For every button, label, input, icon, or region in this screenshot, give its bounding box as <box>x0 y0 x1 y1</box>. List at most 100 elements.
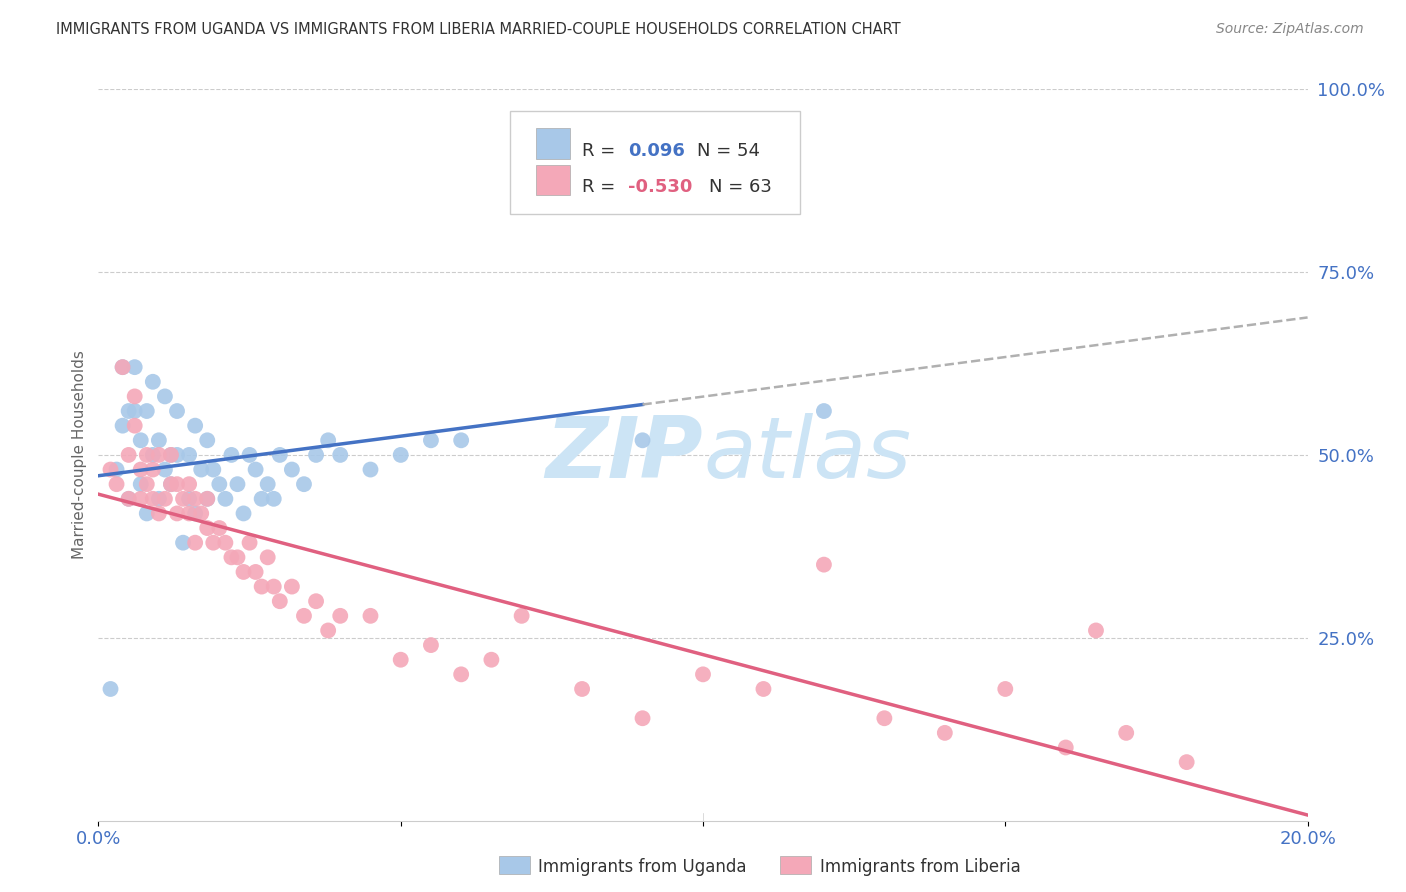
Text: ZIP: ZIP <box>546 413 703 497</box>
Point <box>195 521 218 535</box>
Point <box>184 418 207 433</box>
Point <box>221 448 243 462</box>
Point <box>250 491 273 506</box>
Point <box>179 507 201 521</box>
Point <box>105 477 128 491</box>
Point <box>135 477 157 491</box>
Point <box>100 681 122 696</box>
Point <box>1175 755 1198 769</box>
Point <box>124 404 146 418</box>
Point <box>263 580 285 594</box>
Point <box>292 608 315 623</box>
Point <box>129 477 152 491</box>
Point <box>510 608 533 623</box>
Point <box>195 434 218 448</box>
Point <box>420 434 443 448</box>
Point <box>450 667 472 681</box>
Point <box>118 448 141 462</box>
Point <box>389 653 412 667</box>
Point <box>214 491 236 506</box>
Point <box>118 491 141 506</box>
Point <box>256 477 278 491</box>
Text: 0.096: 0.096 <box>628 142 685 160</box>
Point <box>934 726 956 740</box>
Point <box>148 507 170 521</box>
Point <box>179 477 201 491</box>
Text: IMMIGRANTS FROM UGANDA VS IMMIGRANTS FROM LIBERIA MARRIED-COUPLE HOUSEHOLDS CORR: IMMIGRANTS FROM UGANDA VS IMMIGRANTS FRO… <box>56 22 901 37</box>
Point <box>226 477 249 491</box>
Point <box>135 448 157 462</box>
Point <box>195 491 218 506</box>
Point <box>994 681 1017 696</box>
Point <box>129 491 152 506</box>
Point <box>148 448 170 462</box>
Point <box>153 389 176 403</box>
Point <box>245 462 267 476</box>
Point <box>1054 740 1077 755</box>
Point <box>129 434 152 448</box>
Point <box>118 404 141 418</box>
Point <box>135 507 157 521</box>
Point <box>190 507 212 521</box>
Point <box>232 507 254 521</box>
Point <box>250 580 273 594</box>
Text: R =: R = <box>582 142 621 160</box>
Point <box>118 491 141 506</box>
Point <box>481 653 503 667</box>
Point <box>1115 726 1137 740</box>
Point <box>100 462 122 476</box>
Point <box>172 491 194 506</box>
Point <box>540 169 562 184</box>
Point <box>208 521 231 535</box>
Point <box>221 550 243 565</box>
Point <box>153 462 176 476</box>
Text: R =: R = <box>582 178 621 196</box>
Text: N = 54: N = 54 <box>697 142 761 160</box>
Point <box>190 462 212 476</box>
Point <box>813 404 835 418</box>
Point <box>752 681 775 696</box>
Point <box>389 448 412 462</box>
Text: Immigrants from Liberia: Immigrants from Liberia <box>820 858 1021 876</box>
Point <box>208 477 231 491</box>
Point <box>184 507 207 521</box>
Text: -0.530: -0.530 <box>628 178 692 196</box>
Point <box>160 477 183 491</box>
Point <box>111 360 134 375</box>
Point <box>631 711 654 725</box>
Point <box>214 535 236 549</box>
FancyBboxPatch shape <box>536 128 569 159</box>
Point <box>142 375 165 389</box>
Point <box>105 462 128 476</box>
Point <box>420 638 443 652</box>
Point <box>239 535 262 549</box>
Point <box>692 667 714 681</box>
Point <box>124 418 146 433</box>
Point <box>232 565 254 579</box>
Point <box>305 448 328 462</box>
Point <box>256 550 278 565</box>
Point <box>179 491 201 506</box>
Point <box>226 550 249 565</box>
Point <box>111 418 134 433</box>
Point <box>135 404 157 418</box>
Point <box>329 448 352 462</box>
Point <box>184 491 207 506</box>
Point <box>166 477 188 491</box>
Point <box>166 507 188 521</box>
Point <box>360 462 382 476</box>
Point <box>142 491 165 506</box>
Point <box>631 434 654 448</box>
Point <box>360 608 382 623</box>
Point <box>281 462 304 476</box>
Point <box>129 462 152 476</box>
Point <box>269 448 291 462</box>
Point <box>450 434 472 448</box>
Point <box>172 535 194 549</box>
Point <box>148 434 170 448</box>
Point <box>316 624 339 638</box>
Point <box>292 477 315 491</box>
Point <box>160 448 183 462</box>
Point <box>166 404 188 418</box>
Point <box>124 360 146 375</box>
